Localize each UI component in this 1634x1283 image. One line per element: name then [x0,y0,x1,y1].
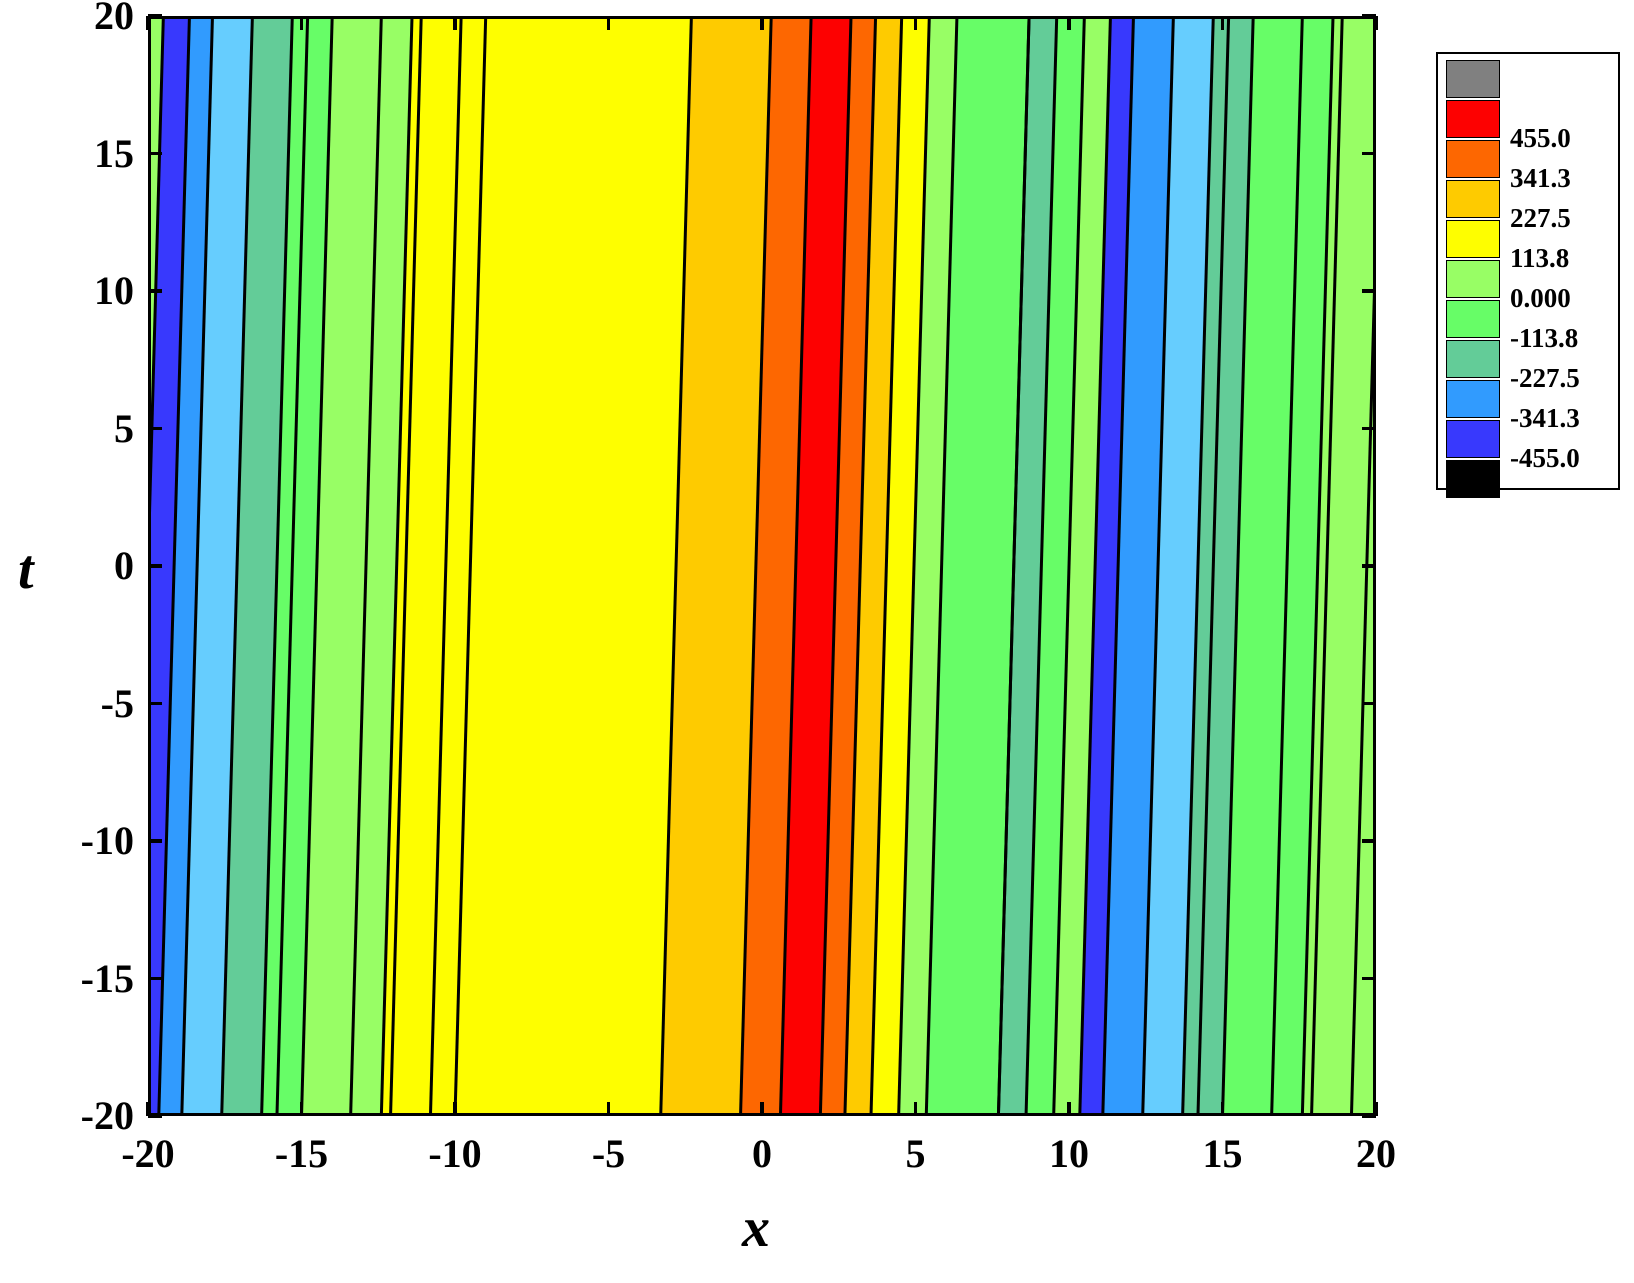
legend-swatch [1446,340,1500,378]
tick-mark [1362,289,1376,293]
tick-mark [300,16,304,30]
legend-swatch [1446,460,1500,498]
y-axis-label: t [18,538,34,602]
tick-label: 15 [94,130,134,177]
tick-mark [607,16,611,30]
legend-label: 455.0 [1510,123,1571,154]
legend-label: -341.3 [1510,403,1580,434]
tick-label: 0 [752,1130,772,1177]
legend-label: 0.000 [1510,283,1571,314]
tick-label: 10 [94,267,134,314]
legend-label: -227.5 [1510,363,1580,394]
legend-label: 113.8 [1510,243,1569,274]
tick-mark [760,16,764,30]
tick-label: 10 [1049,1130,1089,1177]
legend-label: 341.3 [1510,163,1571,194]
tick-mark [148,702,162,706]
tick-mark [148,152,162,156]
x-axis-label: x [742,1196,770,1260]
tick-mark [1362,702,1376,706]
tick-mark [1067,16,1071,30]
tick-label: -10 [81,817,134,864]
tick-mark [760,1102,764,1116]
tick-mark [148,289,162,293]
tick-label: -5 [592,1130,625,1177]
tick-mark [1221,16,1225,30]
tick-label: 20 [1356,1130,1396,1177]
tick-mark [1362,839,1376,843]
tick-mark [1362,564,1376,568]
tick-mark [1362,14,1376,18]
tick-mark [148,564,162,568]
tick-mark [1221,1102,1225,1116]
tick-mark [146,16,150,30]
tick-label: -15 [81,955,134,1002]
legend: 455.0 341.3 227.5 113.8 0.000 -113.8 -227.5 -34… [1436,52,1620,490]
tick-mark [148,977,162,981]
contour-svg [151,19,1376,1116]
tick-label: -5 [101,680,134,727]
tick-mark [148,427,162,431]
tick-mark [914,1102,918,1116]
legend-swatch [1446,140,1500,178]
tick-label: 15 [1203,1130,1243,1177]
tick-mark [1374,16,1378,30]
legend-swatch [1446,420,1500,458]
tick-mark [914,16,918,30]
tick-label: -20 [81,1092,134,1139]
legend-swatch [1446,180,1500,218]
tick-mark [1362,977,1376,981]
tick-mark [453,16,457,30]
legend-swatch [1446,380,1500,418]
legend-swatch [1446,220,1500,258]
tick-mark [607,1102,611,1116]
tick-label: 5 [906,1130,926,1177]
legend-label: -113.8 [1510,323,1578,354]
legend-swatch [1446,60,1500,98]
tick-mark [148,1114,162,1118]
tick-mark [1362,152,1376,156]
legend-label: -455.0 [1510,443,1580,474]
tick-label: -10 [428,1130,481,1177]
tick-mark [300,1102,304,1116]
chart-container: x t -20-15-10-505101520-20-15-10-5051015… [0,0,1634,1283]
tick-mark [1362,1114,1376,1118]
legend-swatch [1446,100,1500,138]
tick-mark [1362,427,1376,431]
legend-swatch [1446,300,1500,338]
tick-label: 0 [114,542,134,589]
tick-label: 5 [114,405,134,452]
tick-mark [148,14,162,18]
legend-label: 227.5 [1510,203,1571,234]
tick-label: -15 [275,1130,328,1177]
tick-label: 20 [94,0,134,39]
tick-mark [1067,1102,1071,1116]
tick-mark [148,839,162,843]
tick-mark [453,1102,457,1116]
legend-swatch [1446,260,1500,298]
plot-area [148,16,1376,1116]
contour-band [381,19,691,1116]
